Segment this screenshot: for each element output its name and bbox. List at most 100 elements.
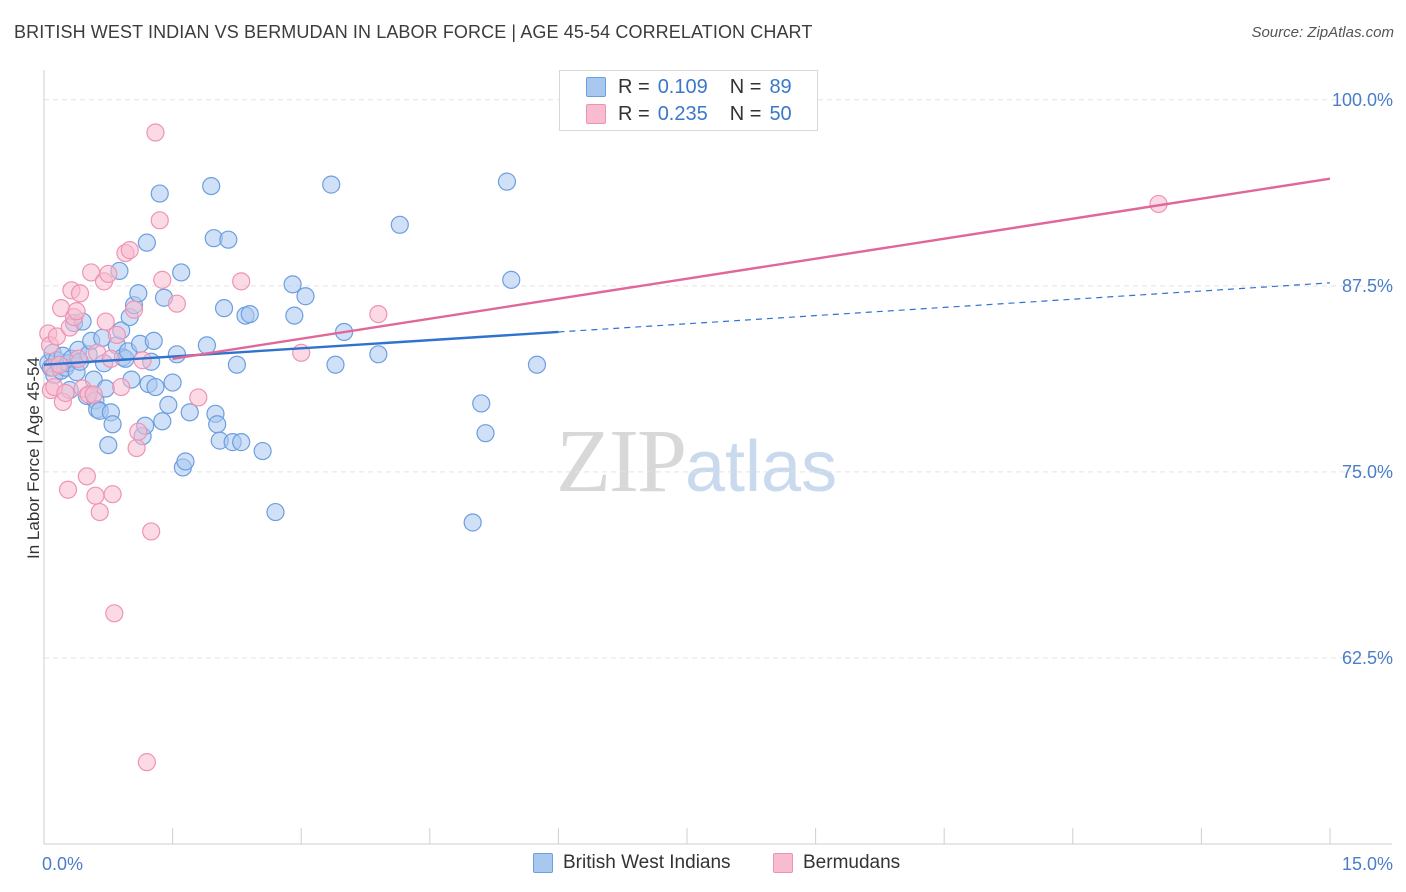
legend-n-value: 50 <box>769 102 792 125</box>
british-west-indians-point <box>129 284 148 303</box>
chart-title: BRITISH WEST INDIAN VS BERMUDAN IN LABOR… <box>14 22 813 42</box>
british-west-indians-point <box>214 299 234 318</box>
british-west-indians-point <box>266 502 285 522</box>
watermark-atlas: atlas <box>685 427 838 507</box>
british-west-indians-point <box>146 377 165 397</box>
blue-swatch-icon <box>586 77 606 97</box>
bermudans-point <box>58 480 78 499</box>
british-west-indians-point <box>150 184 169 203</box>
british-west-indians-point <box>153 412 172 431</box>
bermudans-point <box>105 604 124 623</box>
bermudans-point <box>150 211 169 230</box>
bermudans-point <box>84 385 103 404</box>
british-west-indians-point <box>163 373 182 392</box>
bottom-legend-bermudans: Bermudans <box>773 852 900 874</box>
british-west-indians-point <box>144 331 163 350</box>
british-west-indians-point <box>137 233 156 252</box>
legend-r-value: 0.235 <box>657 102 708 125</box>
british-west-indians-point <box>322 175 341 194</box>
british-west-indians-point <box>202 177 221 196</box>
legend-row-british-west-indians: R = 0.109 N = 89 <box>586 75 792 99</box>
british-west-indians-point <box>227 355 246 374</box>
british-west-indians-point <box>472 394 491 413</box>
british-west-indians-point <box>219 230 238 249</box>
bermudans-point <box>120 241 139 260</box>
bermudans-point <box>70 284 90 303</box>
bermudans-point <box>369 305 388 324</box>
x-tick-label: 15.0% <box>1342 854 1393 874</box>
legend-r-label: R = <box>618 75 650 98</box>
bermudans-point <box>90 502 109 522</box>
bermudans-point <box>137 753 156 772</box>
british-west-indians-point <box>326 355 345 374</box>
watermark: ZIPatlas <box>556 410 837 513</box>
bermudans-point <box>69 349 88 368</box>
british-west-indians-point <box>232 433 251 452</box>
bermudans-trend-line <box>172 177 1331 360</box>
bottom-legend-label: Bermudans <box>803 852 901 873</box>
axis-layer <box>43 70 1392 845</box>
pink-swatch-icon <box>586 104 606 124</box>
british-west-indians-trend-extension <box>558 282 1331 333</box>
bermudans-point <box>107 325 126 345</box>
bermudans-point <box>56 383 75 403</box>
legend-r-value: 0.109 <box>657 75 708 98</box>
bermudans-point <box>189 388 208 407</box>
bermudans-point <box>103 485 122 504</box>
pink-swatch-icon <box>773 853 793 873</box>
bermudans-point <box>167 294 186 313</box>
bermudans-point <box>124 300 144 319</box>
bermudans-points <box>39 123 1168 772</box>
bermudans-point <box>47 327 66 346</box>
bermudans-point <box>101 349 120 368</box>
legend-r-label: R = <box>618 102 650 125</box>
british-west-indians-point <box>527 355 547 374</box>
british-west-indians-point <box>253 441 272 461</box>
british-west-indians-point <box>99 435 118 455</box>
tick-label-layer: 62.5% 75.0% 87.5% 100.0% 0.0% 15.0% <box>42 90 1393 874</box>
british-west-indians-point <box>159 395 178 415</box>
legend-n-label: N = <box>729 75 762 98</box>
bottom-legend-label: British West Indians <box>563 852 731 873</box>
british-west-indians-point <box>369 345 388 364</box>
bermudans-point <box>96 312 115 331</box>
british-west-indians-point <box>463 513 482 532</box>
british-west-indians-point <box>283 275 302 294</box>
bermudans-point <box>112 377 131 397</box>
blue-swatch-icon <box>533 853 553 873</box>
bermudans-point <box>142 522 161 541</box>
british-west-indians-point <box>497 172 517 191</box>
british-west-indians-point <box>502 270 521 289</box>
bermudans-point <box>232 272 251 291</box>
british-west-indians-trend-line <box>43 330 559 366</box>
bermudans-point <box>146 123 165 142</box>
british-west-indians-point <box>208 415 227 434</box>
british-west-indians-point <box>476 424 495 443</box>
legend-row-bermudans: R = 0.235 N = 50 <box>586 102 792 126</box>
bermudans-point <box>99 264 118 284</box>
bermudans-point <box>77 467 96 486</box>
legend-n-label: N = <box>729 102 762 125</box>
trend-layer <box>43 177 1331 366</box>
source-label: Source: ZipAtlas.com <box>1251 24 1394 41</box>
legend-n-value: 89 <box>769 75 792 98</box>
british-west-indians-point <box>172 263 191 282</box>
british-west-indians-point <box>176 452 195 471</box>
british-west-indians-point <box>240 305 259 324</box>
stats-legend: R = 0.109 N = 89 R = 0.235 N = 50 <box>559 70 818 131</box>
y-tick-label: 100.0% <box>1332 90 1393 110</box>
british-west-indians-point <box>167 345 186 364</box>
british-west-indians-point <box>390 215 409 234</box>
y-tick-label: 75.0% <box>1342 462 1393 482</box>
grid-layer <box>44 99 1392 659</box>
bottom-legend-british-west-indians: British West Indians <box>533 852 731 874</box>
watermark-zip: ZIP <box>556 412 687 511</box>
bermudans-point <box>127 438 146 458</box>
british-west-indians-point <box>103 415 122 434</box>
british-west-indians-point <box>296 287 315 306</box>
bermudans-point <box>129 422 148 441</box>
y-tick-label: 87.5% <box>1342 276 1393 296</box>
bermudans-point <box>86 486 105 505</box>
bermudans-point <box>153 270 172 289</box>
